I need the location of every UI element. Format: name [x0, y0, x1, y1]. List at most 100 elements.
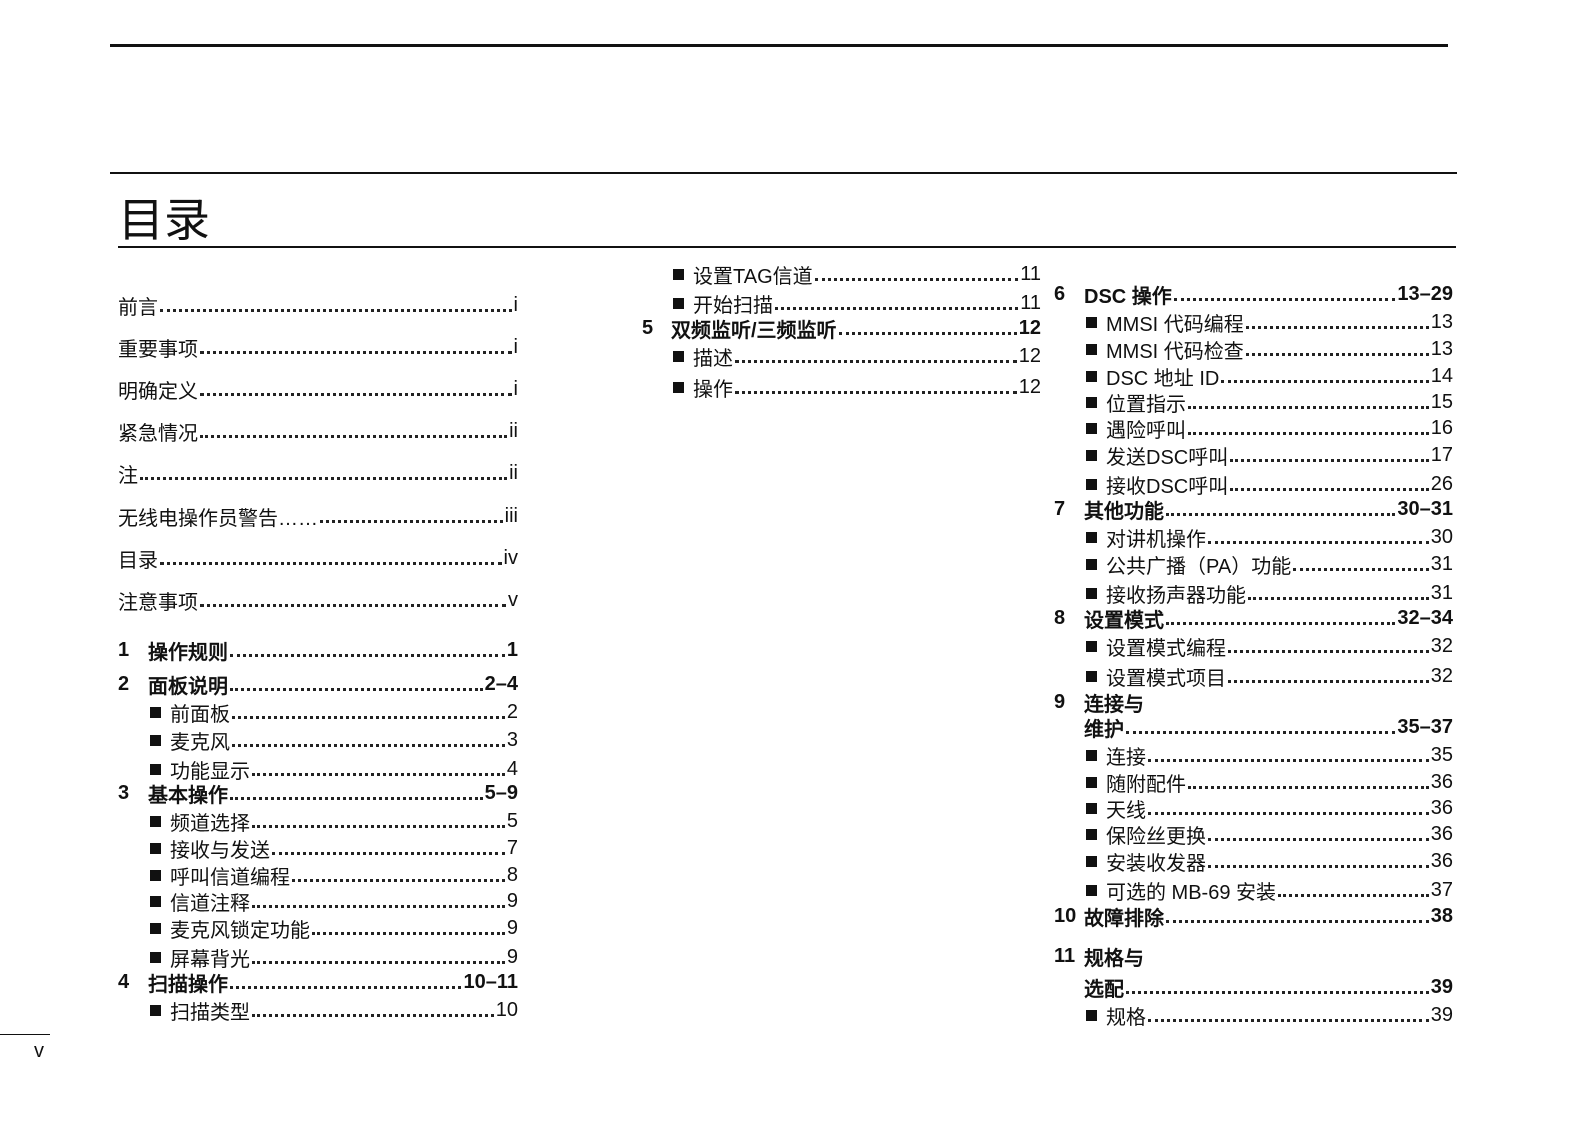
dot-leader	[1208, 838, 1429, 841]
toc-subentry[interactable]: 天线 36	[1086, 794, 1453, 822]
entry-page: 5–9	[484, 781, 518, 804]
toc-subentry[interactable]: 接收DSC呼叫 26	[1086, 470, 1453, 498]
toc-subentry[interactable]: 公共广播（PA）功能 31	[1086, 550, 1453, 578]
square-bullet-icon	[1086, 370, 1097, 382]
entry-page: 12	[1018, 316, 1041, 339]
toc-subentry[interactable]: 操作 12	[673, 373, 1041, 401]
toc-section[interactable]: 3 基本操作 5–9	[118, 779, 518, 807]
entry-title: 设置模式项目	[1106, 667, 1226, 690]
dot-leader	[1221, 380, 1429, 383]
toc-subentry[interactable]: 接收与发送 7	[150, 834, 518, 862]
toc-entry[interactable]: 无线电操作员警告…… iii	[118, 502, 518, 530]
dot-leader	[140, 477, 508, 480]
entry-title: 随附配件	[1106, 773, 1186, 796]
square-bullet-icon	[1086, 449, 1097, 461]
entry-page: 36	[1430, 770, 1453, 793]
toc-section[interactable]: 1 操作规则 1	[118, 636, 518, 664]
toc-subentry[interactable]: 遇险呼叫 16	[1086, 414, 1453, 442]
toc-entry[interactable]: 重要事项 i	[118, 333, 518, 361]
entry-page: 32	[1430, 634, 1453, 657]
toc-subentry[interactable]: 保险丝更换 36	[1086, 820, 1453, 848]
dot-leader	[272, 852, 505, 855]
entry-page: 32	[1430, 664, 1453, 687]
entry-title: 设置TAG信道	[693, 265, 813, 288]
toc-subentry[interactable]: 扫描类型 10	[150, 996, 518, 1024]
dot-leader	[1126, 991, 1429, 994]
toc-section[interactable]: 11 规格与	[1054, 942, 1453, 970]
toc-subentry[interactable]: 呼叫信道编程 8	[150, 861, 518, 889]
toc-entry[interactable]: 紧急情况 ii	[118, 417, 518, 445]
toc-entry[interactable]: 前言 i	[118, 291, 518, 319]
toc-subentry[interactable]: 对讲机操作 30	[1086, 523, 1453, 551]
entry-page: 10–11	[463, 970, 518, 993]
toc-subentry[interactable]: 可选的 MB-69 安装 37	[1086, 876, 1453, 904]
toc-section[interactable]: 维护 35–37	[1084, 713, 1453, 741]
entry-title: 连接与	[1084, 693, 1144, 716]
toc-subentry[interactable]: 开始扫描 11	[673, 289, 1041, 317]
toc-subentry[interactable]: 安装收发器 36	[1086, 847, 1453, 875]
toc-entry[interactable]: 注 ii	[118, 459, 518, 487]
square-bullet-icon	[1086, 1009, 1097, 1021]
square-bullet-icon	[150, 869, 161, 881]
toc-subentry[interactable]: 麦克风 3	[150, 726, 518, 754]
toc-section[interactable]: 2 面板说明 2–4	[118, 670, 518, 698]
toc-subentry[interactable]: 设置TAG信道 11	[673, 260, 1041, 288]
toc-subentry[interactable]: 信道注释 9	[150, 887, 518, 915]
entry-title: 操作规则	[148, 641, 228, 664]
toc-subentry[interactable]: 麦克风锁定功能 9	[150, 914, 518, 942]
toc-entry[interactable]: 目录 iv	[118, 544, 518, 572]
toc-subentry[interactable]: 设置模式编程 32	[1086, 632, 1453, 660]
toc-subentry[interactable]: 屏幕背光 9	[150, 943, 518, 971]
toc-section[interactable]: 5 双频监听/三频监听 12	[642, 314, 1041, 342]
toc-subentry[interactable]: 前面板 2	[150, 698, 518, 726]
square-bullet-icon	[1086, 749, 1097, 761]
square-bullet-icon	[1086, 802, 1097, 814]
dot-leader	[200, 604, 506, 607]
toc-subentry[interactable]: 发送DSC呼叫 17	[1086, 441, 1453, 469]
entry-page: i	[513, 335, 518, 358]
dot-leader	[1188, 432, 1429, 435]
toc-subentry[interactable]: 位置指示 15	[1086, 388, 1453, 416]
entry-title: 目录	[118, 549, 158, 572]
entry-page: 2–4	[484, 672, 518, 695]
toc-entry[interactable]: 明确定义 i	[118, 375, 518, 403]
toc-subentry[interactable]: 设置模式项目 32	[1086, 662, 1453, 690]
toc-subentry[interactable]: 连接 35	[1086, 741, 1453, 769]
entry-title: 面板说明	[148, 675, 228, 698]
square-bullet-icon	[150, 706, 161, 718]
dot-leader	[814, 278, 1019, 281]
entry-page: 39	[1430, 975, 1453, 998]
toc-section[interactable]: 选配 39	[1084, 973, 1453, 1001]
toc-subentry[interactable]: 功能显示 4	[150, 755, 518, 783]
toc-subentry[interactable]: 随附配件 36	[1086, 768, 1453, 796]
toc-section[interactable]: 7 其他功能 30–31	[1054, 495, 1453, 523]
toc-subentry[interactable]: 描述 12	[673, 342, 1041, 370]
toc-subentry[interactable]: DSC 地址 ID 14	[1086, 362, 1453, 390]
toc-subentry[interactable]: MMSI 代码编程 13	[1086, 308, 1453, 336]
toc-entry[interactable]: 注意事项 v	[118, 586, 518, 614]
toc-subentry[interactable]: MMSI 代码检查 13	[1086, 335, 1453, 363]
entry-title: 规格	[1106, 1006, 1146, 1029]
dot-leader	[252, 905, 505, 908]
entry-page: 31	[1430, 581, 1453, 604]
entry-page: 2	[506, 700, 518, 723]
dot-leader	[312, 932, 505, 935]
entry-title: 故障排除	[1084, 907, 1164, 930]
toc-section[interactable]: 10 故障排除 38	[1054, 902, 1453, 930]
dot-leader	[1293, 568, 1429, 571]
square-bullet-icon	[150, 895, 161, 907]
toc-section[interactable]: 9 连接与	[1054, 688, 1453, 716]
dot-leader	[252, 1014, 494, 1017]
toc-subentry[interactable]: 频道选择 5	[150, 807, 518, 835]
toc-subentry[interactable]: 规格 39	[1086, 1001, 1453, 1029]
toc-section[interactable]: 8 设置模式 32–34	[1054, 604, 1453, 632]
toc-section[interactable]: 6 DSC 操作 13–29	[1054, 280, 1453, 308]
toc-section[interactable]: 4 扫描操作 10–11	[118, 968, 518, 996]
entry-title: 选配	[1084, 978, 1124, 1001]
dot-leader	[320, 520, 503, 523]
dot-leader	[1166, 513, 1396, 516]
entry-title: 其他功能	[1084, 500, 1164, 523]
toc-subentry[interactable]: 接收扬声器功能 31	[1086, 579, 1453, 607]
entry-page: 4	[506, 757, 518, 780]
entry-page: 9	[506, 916, 518, 939]
